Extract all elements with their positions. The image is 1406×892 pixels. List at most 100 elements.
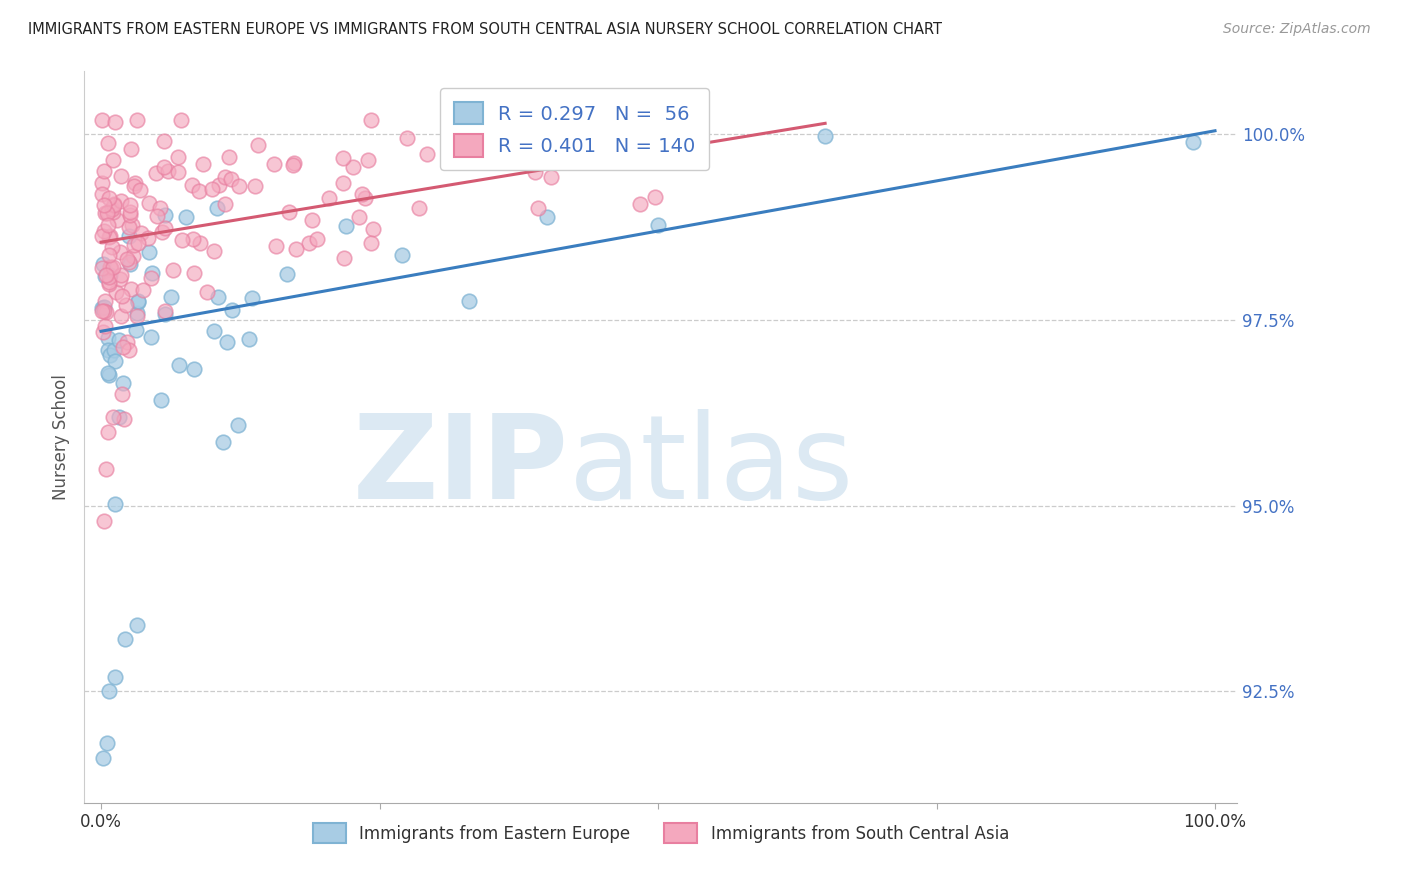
Point xyxy=(141,266,163,280)
Point xyxy=(127,309,149,323)
Point xyxy=(118,228,141,243)
Point xyxy=(127,295,149,310)
Point xyxy=(120,257,142,271)
Point xyxy=(408,201,430,215)
Point xyxy=(118,255,141,269)
Point xyxy=(97,343,120,358)
Point xyxy=(91,304,114,318)
Point xyxy=(93,304,115,318)
Point xyxy=(202,244,225,258)
Point xyxy=(112,412,135,426)
Point xyxy=(101,409,124,424)
Point xyxy=(94,319,117,334)
Point xyxy=(98,684,121,698)
Point xyxy=(96,206,118,220)
Point xyxy=(127,293,149,308)
Point xyxy=(91,186,114,201)
Point xyxy=(284,242,307,256)
Point xyxy=(527,201,550,215)
Point xyxy=(342,160,364,174)
Point xyxy=(354,191,377,205)
Point xyxy=(283,156,305,170)
Point xyxy=(219,172,242,186)
Text: IMMIGRANTS FROM EASTERN EUROPE VS IMMIGRANTS FROM SOUTH CENTRAL ASIA NURSERY SCH: IMMIGRANTS FROM EASTERN EUROPE VS IMMIGR… xyxy=(28,22,942,37)
Point xyxy=(117,334,139,349)
Point xyxy=(91,261,114,276)
Point xyxy=(97,248,120,262)
Point xyxy=(246,138,269,153)
Point xyxy=(169,358,191,372)
Point xyxy=(118,220,141,235)
Point xyxy=(644,190,666,204)
Point xyxy=(93,164,115,178)
Point xyxy=(97,425,120,439)
Point xyxy=(183,266,205,280)
Point xyxy=(93,198,115,212)
Point xyxy=(97,366,120,380)
Point xyxy=(122,178,145,193)
Point xyxy=(181,232,204,246)
Point xyxy=(536,210,558,224)
Point xyxy=(360,112,382,127)
Point xyxy=(211,435,233,450)
Point xyxy=(101,260,124,275)
Point xyxy=(121,218,143,232)
Point xyxy=(153,134,176,148)
Point xyxy=(97,205,120,219)
Point xyxy=(103,354,125,368)
Point xyxy=(201,182,224,196)
Point xyxy=(155,304,177,318)
Point xyxy=(97,368,120,383)
Point xyxy=(202,324,225,338)
Point xyxy=(91,112,114,127)
Point xyxy=(121,249,143,263)
Point xyxy=(360,236,382,251)
Point xyxy=(124,177,146,191)
Text: Source: ZipAtlas.com: Source: ZipAtlas.com xyxy=(1223,22,1371,37)
Point xyxy=(91,176,114,190)
Point xyxy=(125,306,148,320)
Point xyxy=(138,230,160,244)
Point xyxy=(104,114,127,128)
Legend: Immigrants from Eastern Europe, Immigrants from South Central Asia: Immigrants from Eastern Europe, Immigran… xyxy=(307,817,1015,849)
Point xyxy=(238,332,260,346)
Point xyxy=(108,409,131,424)
Point xyxy=(228,179,250,194)
Point xyxy=(416,146,439,161)
Point xyxy=(118,208,141,222)
Point xyxy=(156,163,179,178)
Point xyxy=(120,282,142,296)
Point xyxy=(146,209,169,223)
Point xyxy=(218,150,240,164)
Text: atlas: atlas xyxy=(568,409,853,524)
Point xyxy=(195,285,218,300)
Point xyxy=(110,245,132,260)
Point xyxy=(104,669,127,683)
Point xyxy=(120,142,142,156)
Point xyxy=(94,461,117,475)
Point xyxy=(120,197,142,211)
Point xyxy=(814,129,837,144)
Point xyxy=(97,331,120,345)
Point xyxy=(162,262,184,277)
Point xyxy=(118,204,141,219)
Point xyxy=(361,221,384,235)
Point xyxy=(103,198,125,212)
Point xyxy=(167,165,190,179)
Point xyxy=(97,219,120,233)
Point xyxy=(94,268,117,282)
Point xyxy=(335,219,357,233)
Point xyxy=(125,323,148,337)
Point xyxy=(101,202,124,216)
Point xyxy=(138,196,160,211)
Point xyxy=(150,393,173,408)
Point xyxy=(91,325,114,339)
Point xyxy=(94,294,117,309)
Point xyxy=(112,376,135,391)
Point xyxy=(111,387,134,401)
Point xyxy=(281,158,304,172)
Point xyxy=(93,224,115,238)
Point xyxy=(103,343,125,357)
Point xyxy=(318,191,340,205)
Point xyxy=(94,268,117,283)
